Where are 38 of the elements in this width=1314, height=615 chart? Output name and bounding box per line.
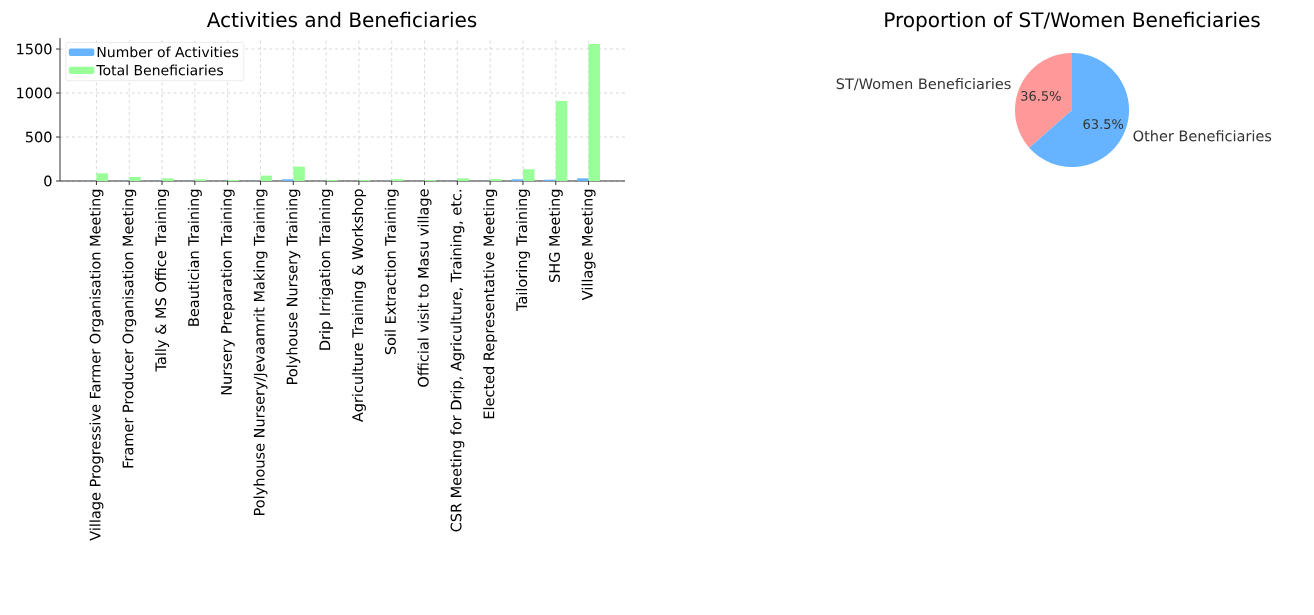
x-tick-label: Polyhouse Nursery Training xyxy=(286,189,301,384)
chart-title: Proportion of ST/Women Beneficiaries xyxy=(885,11,1260,32)
y-tick-label: 0 xyxy=(44,175,52,187)
y-tick-label: 1000 xyxy=(17,87,52,99)
bar xyxy=(260,175,272,181)
chart-title: Activities and Beneficiaries xyxy=(206,11,477,28)
x-tick-label: Framer Producer Organisation Meeting xyxy=(122,189,137,468)
data-label: 36.5% xyxy=(1021,91,1061,101)
bar xyxy=(577,178,589,181)
slice-label: ST/Women Beneficiaries xyxy=(836,78,1011,91)
legend-label: Number of Activities xyxy=(97,46,239,58)
bar xyxy=(522,169,535,181)
x-tick-label: Soil Extraction Training xyxy=(384,189,399,355)
bar xyxy=(293,166,305,181)
legend-label: Total Beneficiaries xyxy=(96,64,224,76)
x-tick-label: Elected Representative Meeting xyxy=(483,189,498,419)
bar xyxy=(588,43,601,181)
x-tick-label: SHG Meeting xyxy=(548,189,563,282)
x-tick-label: Village Meeting xyxy=(581,189,596,301)
x-tick-label: Official visit to Masu village xyxy=(417,189,432,387)
y-tick-label: 1500 xyxy=(17,43,52,55)
bar xyxy=(162,178,174,181)
x-tick-label: Drip Irrigation Training xyxy=(319,189,334,350)
data-label: 63.5% xyxy=(1083,119,1124,129)
x-tick-label: Tailoring Training xyxy=(515,189,530,312)
x-tick-label: Beautician Training xyxy=(187,189,202,326)
x-tick-label: Polyhouse Nursery/Jevaamrit Making Training xyxy=(253,189,268,516)
bar xyxy=(457,178,469,181)
bar xyxy=(129,176,141,181)
y-tick-label: 500 xyxy=(25,131,52,143)
x-tick-label: Agriculture Training & Workshop xyxy=(351,189,366,423)
x-tick-label: Nursery Preparation Training xyxy=(220,189,235,395)
slice-label: Other Beneficiaries xyxy=(1133,130,1272,142)
x-tick-label: Tally & MS Office Training xyxy=(155,189,170,372)
bar xyxy=(555,101,568,181)
x-tick-label: CSR Meeting for Drip, Agriculture, Training, etc. xyxy=(450,190,465,532)
x-tick-label: Village Progressive Farmer Organisation Meeting xyxy=(89,189,104,541)
bar xyxy=(96,173,108,181)
